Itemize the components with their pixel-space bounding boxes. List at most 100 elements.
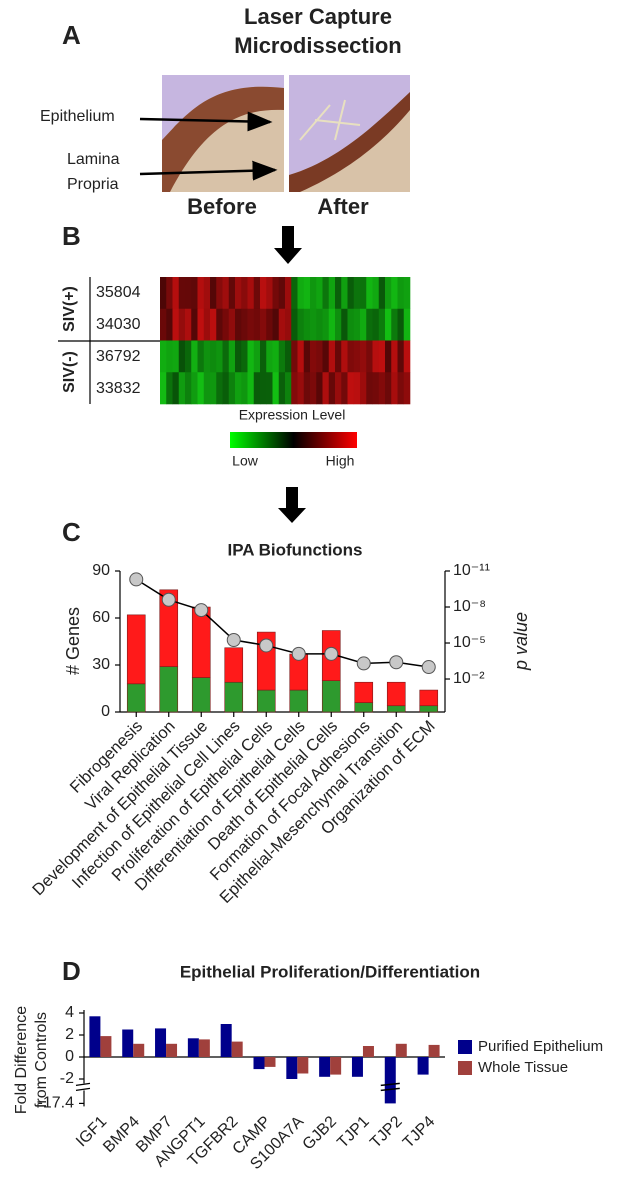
heatmap-cell	[328, 308, 336, 341]
annotation: Epithelium	[40, 108, 115, 125]
heatmap-cell	[228, 277, 236, 310]
p-value-point	[129, 572, 144, 587]
heatmap-cell	[235, 340, 242, 373]
heatmap-cell	[341, 372, 348, 405]
heatmap-cell	[385, 308, 392, 341]
heatmap-cell	[191, 277, 198, 310]
group-label: SIV(-)	[61, 351, 78, 393]
heatmap-cell	[316, 308, 323, 341]
heatmap-cell	[360, 372, 367, 405]
heatmap-cell	[353, 340, 361, 373]
arrow	[139, 160, 278, 181]
heatmap-cell	[172, 340, 180, 373]
y-tick-label: 0	[65, 1048, 74, 1065]
heatmap-cell	[178, 340, 186, 373]
heatmap-cell	[160, 277, 167, 310]
heatmap-cell	[266, 277, 273, 310]
heatmap-cell	[335, 340, 342, 373]
heatmap-cell	[253, 277, 261, 310]
heatmap-cell	[222, 277, 230, 310]
bar	[297, 1057, 309, 1074]
row-label: 34030	[96, 316, 141, 333]
bar	[220, 1024, 232, 1057]
caption: After	[317, 194, 369, 219]
y-tick-label: 90	[92, 562, 110, 579]
heatmap-cell	[178, 308, 186, 341]
heatmap-cell	[197, 372, 205, 405]
heatmap-cell	[241, 372, 248, 405]
heatmap-cell	[285, 340, 292, 373]
micrograph-before	[162, 75, 284, 192]
bar	[351, 1057, 363, 1077]
x-tick-label: BMP4	[100, 1113, 143, 1156]
y-tick-label: 2	[65, 1026, 74, 1043]
heatmap-cell	[191, 308, 198, 341]
heatmap-cell	[385, 277, 392, 310]
bar	[417, 1057, 429, 1075]
heatmap-cell	[303, 308, 311, 341]
heatmap-cell	[391, 277, 398, 310]
caption: Before	[187, 194, 257, 219]
heatmap-cell	[253, 340, 261, 373]
y-axis-label: # Genes	[63, 607, 83, 675]
y2-tick-label: 10⁻¹¹	[453, 562, 490, 579]
heatmap-cell	[160, 340, 167, 373]
bar	[89, 1016, 101, 1057]
annotation: Propria	[67, 176, 119, 193]
heatmap-cell	[203, 277, 211, 310]
heatmap-cell	[403, 308, 411, 341]
heatmap-cell	[372, 277, 380, 310]
heatmap-cell	[378, 340, 386, 373]
heatmap-cell	[197, 308, 205, 341]
p-value-point	[324, 646, 339, 661]
scale-label: High	[326, 453, 355, 469]
legend-swatch	[458, 1040, 472, 1054]
heatmap-cell	[222, 340, 230, 373]
heatmap-cell	[347, 372, 355, 405]
bar	[330, 1057, 342, 1075]
bar	[133, 1043, 145, 1057]
heatmap-cell	[366, 277, 373, 310]
heatmap-cell	[241, 340, 248, 373]
axis-break	[75, 1087, 91, 1091]
heatmap-cell	[366, 372, 373, 405]
bar	[253, 1057, 265, 1070]
bar	[198, 1039, 210, 1057]
panel-title: Microdissection	[234, 33, 401, 58]
heatmap-cell	[197, 340, 205, 373]
heatmap-cell	[178, 277, 186, 310]
heatmap-cell	[297, 308, 305, 341]
bar	[264, 1057, 276, 1067]
heatmap-cell	[185, 340, 192, 373]
heatmap-cell	[266, 340, 273, 373]
heatmap-cell	[291, 372, 298, 405]
heatmap-cell	[247, 308, 255, 341]
x-tick-label: TJP2	[367, 1113, 406, 1152]
y-tick-label: 4	[65, 1004, 74, 1021]
y-tick-label: -17.4	[38, 1095, 75, 1112]
heatmap-cell	[353, 277, 361, 310]
heatmap-cell	[322, 277, 330, 310]
row-label: 36792	[96, 348, 141, 365]
heatmap-cell	[341, 308, 348, 341]
heatmap-cell	[303, 277, 311, 310]
heatmap-cell	[178, 372, 186, 405]
p-value-line	[135, 578, 429, 668]
x-tick-label: TJP1	[334, 1113, 373, 1152]
heatmap-cell	[372, 308, 380, 341]
heatmap-cell	[197, 277, 205, 310]
y-tick-label: -2	[60, 1070, 74, 1087]
heatmap-cell	[366, 308, 373, 341]
heatmap-cell	[166, 308, 173, 341]
heatmap-cell	[297, 277, 305, 310]
heatmap-cell	[253, 308, 261, 341]
heatmap-cell	[397, 277, 405, 310]
legend-label: Purified Epithelium	[478, 1038, 603, 1055]
down-arrow	[274, 226, 302, 264]
heatmap-cell	[253, 372, 261, 405]
y-tick-label: 30	[92, 656, 110, 673]
heatmap-cell	[216, 277, 223, 310]
heatmap-cell	[272, 340, 280, 373]
bar-segment	[224, 647, 244, 683]
heatmap-cell	[247, 277, 255, 310]
